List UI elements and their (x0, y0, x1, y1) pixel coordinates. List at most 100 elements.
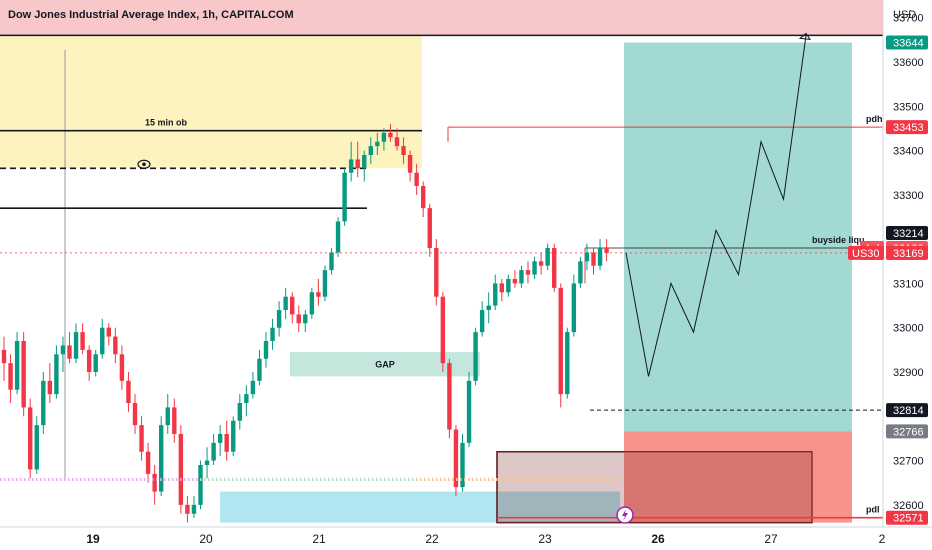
session-mark (88, 478, 90, 481)
candle (453, 425, 459, 496)
time-axis[interactable]: 19 20 21 22 23 26 27 2 (0, 526, 932, 546)
session-mark (324, 478, 326, 481)
session-mark (596, 478, 598, 481)
candle-body (460, 442, 465, 488)
zone-position-stop (624, 431, 852, 523)
session-mark (28, 478, 30, 481)
session-mark (340, 478, 342, 481)
session-mark (256, 478, 258, 481)
session-mark (300, 478, 302, 481)
candle-body (401, 146, 406, 155)
session-mark (100, 478, 102, 481)
candle (198, 460, 203, 510)
session-mark (272, 478, 274, 481)
candle (355, 141, 360, 178)
session-mark (444, 478, 446, 481)
candle (525, 261, 531, 284)
candle (499, 279, 504, 302)
candle (473, 327, 478, 386)
session-mark (600, 478, 602, 481)
session-mark (552, 478, 554, 481)
candle (440, 292, 446, 372)
candle (244, 385, 249, 417)
candle (506, 274, 511, 297)
price-tick-label: 33600 (893, 57, 924, 69)
session-mark (464, 478, 466, 481)
session-mark (96, 478, 98, 481)
candle (8, 354, 13, 403)
eye-icon (137, 159, 151, 169)
price-badge-name-text: US30 (852, 248, 880, 260)
session-mark (392, 478, 394, 481)
session-mark (104, 478, 106, 481)
candle-body (8, 363, 13, 390)
session-mark (288, 478, 290, 481)
session-mark (356, 478, 358, 481)
candle-body (283, 296, 288, 310)
session-mark (268, 478, 270, 481)
candle-body (394, 137, 400, 147)
session-mark (536, 478, 538, 481)
session-mark (436, 478, 438, 481)
session-mark (276, 478, 278, 481)
candle-body (172, 407, 177, 434)
candle (434, 239, 439, 306)
candle-body (139, 425, 144, 452)
candle-body (126, 380, 131, 403)
session-mark (472, 478, 474, 481)
price-badge-text: 33214 (893, 228, 924, 240)
candle (401, 137, 406, 164)
candle (362, 150, 367, 182)
candle-body (316, 292, 321, 297)
session-mark (408, 478, 410, 481)
candle-body (28, 407, 33, 470)
session-mark (248, 478, 250, 481)
candle (584, 243, 590, 271)
session-mark (544, 478, 546, 481)
candle-body (60, 345, 66, 355)
session-mark (504, 478, 506, 481)
candle (211, 434, 216, 465)
session-mark (232, 478, 234, 481)
session-mark (220, 478, 222, 481)
price-tick-label: 33300 (893, 190, 924, 202)
session-mark (164, 478, 166, 481)
session-mark (424, 478, 426, 481)
price-axis[interactable]: 33700 33600 33500 33400 33300 33100 33000 32900… (848, 0, 928, 527)
session-mark (156, 478, 158, 481)
session-mark (184, 478, 186, 481)
session-mark (484, 478, 486, 481)
session-mark (508, 478, 510, 481)
time-tick-label: 2 (879, 532, 886, 546)
eye-outline (137, 159, 151, 169)
candle-body (145, 451, 151, 474)
candle-body (276, 310, 282, 328)
candle-body (414, 172, 419, 186)
candle-body (80, 332, 85, 350)
session-mark (292, 478, 294, 481)
session-mark (344, 478, 346, 481)
session-mark (64, 478, 66, 481)
candle-body (368, 146, 373, 155)
candle (519, 265, 524, 288)
candle (427, 203, 432, 257)
candle-body (571, 283, 577, 333)
candle-body (132, 403, 138, 426)
session-mark (128, 478, 130, 481)
zones-layer: GAP (0, 0, 883, 524)
session-mark (384, 478, 386, 481)
session-mark (308, 478, 310, 481)
price-badge: 33453 (886, 120, 928, 135)
chart-title: Dow Jones Industrial Average Index, 1h, … (8, 9, 294, 21)
candle-body (231, 420, 236, 452)
candle (290, 292, 295, 324)
candle-body (47, 380, 53, 395)
candle-body (407, 155, 413, 173)
session-mark (108, 478, 110, 481)
price-badge-bg (886, 35, 928, 50)
candle (159, 416, 164, 496)
price-badge-bg (886, 510, 928, 525)
session-mark (32, 478, 34, 481)
overlay-layer (0, 32, 812, 524)
